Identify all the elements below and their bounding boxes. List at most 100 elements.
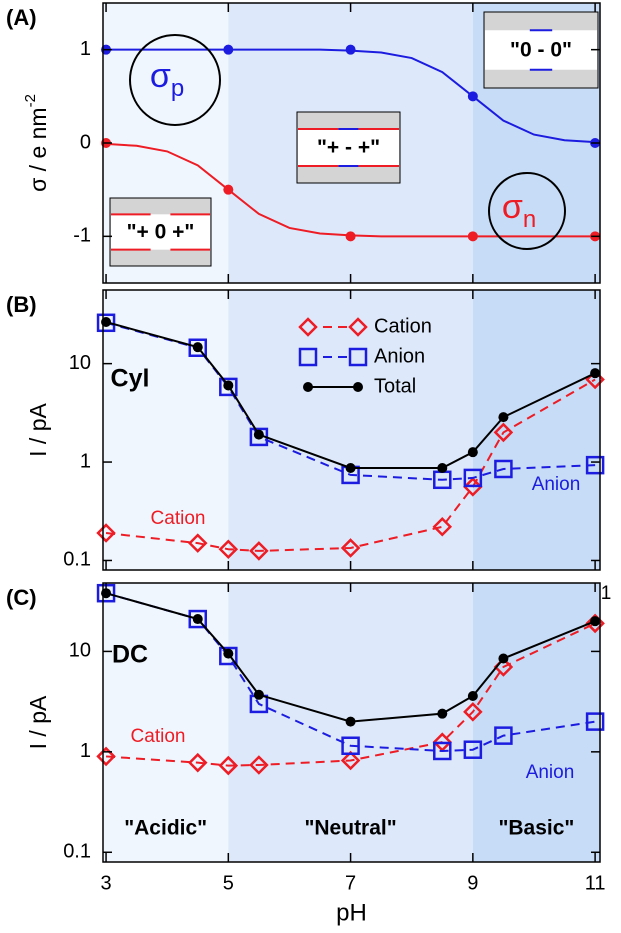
region-label: "Acidic" [124, 817, 207, 840]
point [96, 313, 116, 333]
point [96, 746, 116, 767]
point [494, 459, 513, 479]
point [188, 338, 208, 358]
y-tick-label: 1 [80, 450, 91, 472]
point [187, 752, 208, 773]
annotation: σn [502, 188, 536, 233]
point [192, 614, 203, 625]
ph-region [472, 290, 600, 570]
point [218, 755, 239, 776]
legend-marker [303, 382, 313, 392]
point [467, 91, 478, 102]
point [493, 422, 514, 443]
y-axis-label-text: σ / e nm [25, 107, 51, 192]
region-label: "Basic" [498, 817, 574, 840]
x-tick-label: 3 [100, 872, 111, 894]
point [467, 447, 478, 458]
point [467, 231, 478, 242]
y-tick-label: -1 [73, 225, 91, 247]
y-axis-label-text: I / pA [25, 695, 51, 749]
point [340, 750, 361, 771]
panel-label: (C) [6, 585, 37, 610]
y-tick-label: 10 [69, 352, 91, 374]
legend-marker [298, 347, 318, 367]
inset-label: "+ - +" [317, 136, 380, 159]
y-tick-label: 1 [80, 38, 91, 60]
y-axis-label-text: I / pA [25, 402, 51, 456]
point [218, 539, 239, 560]
inset-channel [485, 30, 597, 70]
inset-label: "0 - 0" [510, 39, 572, 62]
point [345, 231, 356, 242]
point [219, 377, 238, 397]
annotation: Anion [526, 762, 575, 783]
point [498, 653, 509, 664]
y-tick-label: 1 [80, 740, 91, 762]
point [223, 648, 234, 659]
legend-marker [348, 347, 368, 367]
y-tick-label: 0 [80, 131, 91, 153]
x-tick-label: 9 [467, 872, 478, 894]
point [223, 380, 234, 391]
inset-channel [298, 129, 399, 166]
point [467, 690, 478, 701]
x-axis-label: pH [336, 899, 367, 926]
annotation-circle [488, 172, 566, 250]
point [192, 342, 203, 353]
annotation: Cation [131, 726, 186, 747]
annotation: Cyl [111, 365, 150, 393]
plot-frame [102, 582, 601, 863]
legend-label: Total [374, 375, 416, 397]
ph-region [472, 583, 600, 862]
point [345, 462, 356, 473]
point [463, 468, 483, 488]
panel-label: (B) [6, 292, 37, 317]
point [253, 429, 264, 440]
point [219, 646, 238, 666]
y-axis-label-sup: -2 [22, 94, 39, 107]
y-tick-label: 0.1 [63, 549, 91, 571]
point [253, 689, 264, 700]
annotation: DC [112, 641, 148, 669]
legend-label: Cation [374, 315, 432, 337]
legend-label: Anion [374, 345, 425, 367]
point [340, 538, 361, 558]
y-tick-label: 0.1 [63, 841, 91, 863]
point [345, 716, 356, 727]
y-axis-label: I / pA [25, 402, 51, 456]
region-label: "Neutral" [304, 817, 396, 840]
point [463, 477, 483, 497]
point [437, 462, 448, 473]
annotation: Anion [532, 474, 581, 495]
point [590, 616, 601, 627]
point [463, 740, 483, 759]
y-tick-label: 10 [69, 640, 91, 662]
inset-label: "+ 0 +" [127, 221, 195, 244]
x-tick-label: 11 [585, 872, 606, 894]
point [433, 741, 452, 761]
point [498, 412, 509, 423]
point [223, 184, 234, 195]
legend-marker [298, 317, 318, 337]
inset-channel [111, 214, 210, 250]
point [249, 755, 269, 775]
annotation: σp [150, 57, 184, 102]
point [437, 708, 448, 719]
plot-frame [102, 289, 601, 571]
point [590, 368, 601, 379]
x-tick-label: 7 [345, 872, 356, 894]
panel-label: (A) [6, 5, 37, 30]
ph-region [103, 290, 229, 570]
point [494, 726, 513, 745]
legend-marker [348, 317, 368, 337]
point [249, 541, 269, 561]
point [187, 533, 208, 553]
point [585, 712, 605, 731]
series-line [105, 378, 596, 552]
x-tick-label: 5 [223, 872, 234, 894]
annotation-subscript: n [523, 206, 536, 233]
annotation: Cation [151, 508, 206, 529]
y-axis-label: I / pA [25, 695, 51, 749]
point [341, 736, 360, 755]
